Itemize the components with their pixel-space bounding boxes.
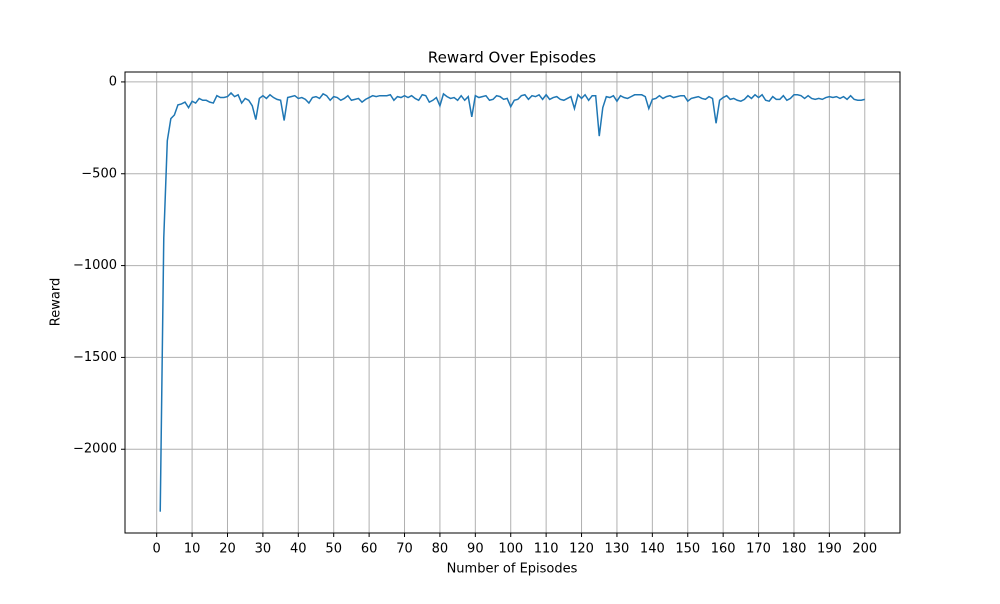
y-tick-label: −2000 (73, 442, 117, 457)
y-tick-label: −500 (81, 166, 117, 181)
x-tick-label: 180 (782, 542, 807, 557)
x-tick-label: 70 (396, 542, 413, 557)
y-axis-label: Reward (49, 278, 64, 326)
x-tick-label: 10 (184, 542, 201, 557)
x-tick-label: 90 (467, 542, 484, 557)
x-tick-label: 160 (711, 542, 736, 557)
x-tick-label: 60 (361, 542, 378, 557)
x-axis-label: Number of Episodes (447, 562, 578, 577)
y-tick-label: −1000 (73, 258, 117, 273)
x-tick-label: 40 (290, 542, 307, 557)
y-tick-label: 0 (109, 74, 117, 89)
x-tick-label: 150 (675, 542, 700, 557)
x-tick-label: 30 (255, 542, 272, 557)
plot-frame (124, 71, 901, 534)
y-tick-label: −1500 (73, 350, 117, 365)
x-tick-label: 200 (852, 542, 877, 557)
x-tick-label: 130 (605, 542, 630, 557)
x-tick-label: 80 (432, 542, 449, 557)
x-tick-label: 170 (746, 542, 771, 557)
x-tick-label: 0 (153, 542, 161, 557)
x-tick-label: 120 (569, 542, 594, 557)
x-tick-label: 190 (817, 542, 842, 557)
x-tick-label: 100 (498, 542, 523, 557)
chart-title: Reward Over Episodes (428, 49, 596, 67)
x-tick-label: 20 (219, 542, 236, 557)
x-tick-label: 140 (640, 542, 665, 557)
data-line (159, 91, 865, 512)
x-tick-label: 110 (534, 542, 559, 557)
x-tick-label: 50 (325, 542, 342, 557)
